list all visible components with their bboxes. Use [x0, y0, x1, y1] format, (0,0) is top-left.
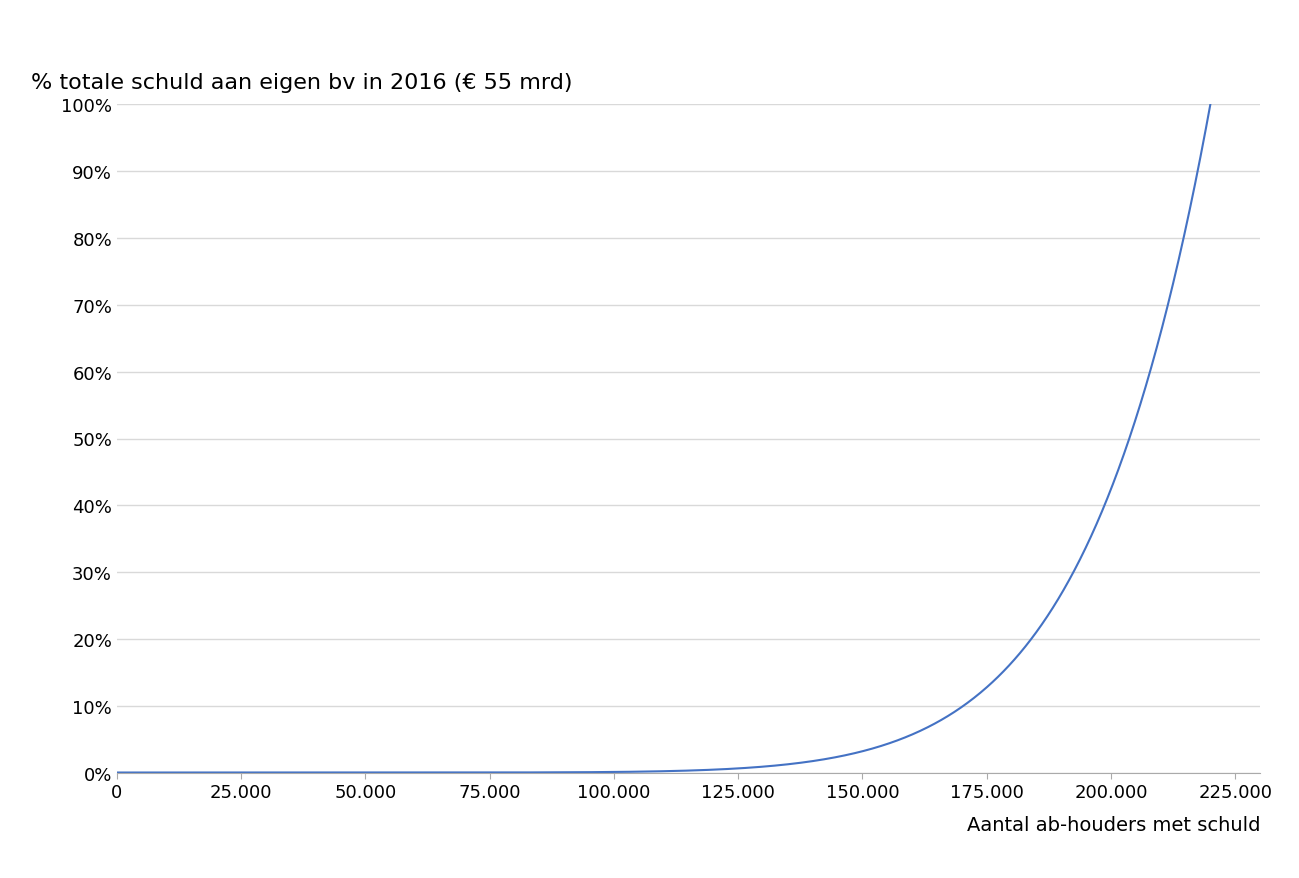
- X-axis label: Aantal ab-houders met schuld: Aantal ab-houders met schuld: [966, 815, 1260, 834]
- Text: % totale schuld aan eigen bv in 2016 (€ 55 mrd): % totale schuld aan eigen bv in 2016 (€ …: [31, 73, 573, 93]
